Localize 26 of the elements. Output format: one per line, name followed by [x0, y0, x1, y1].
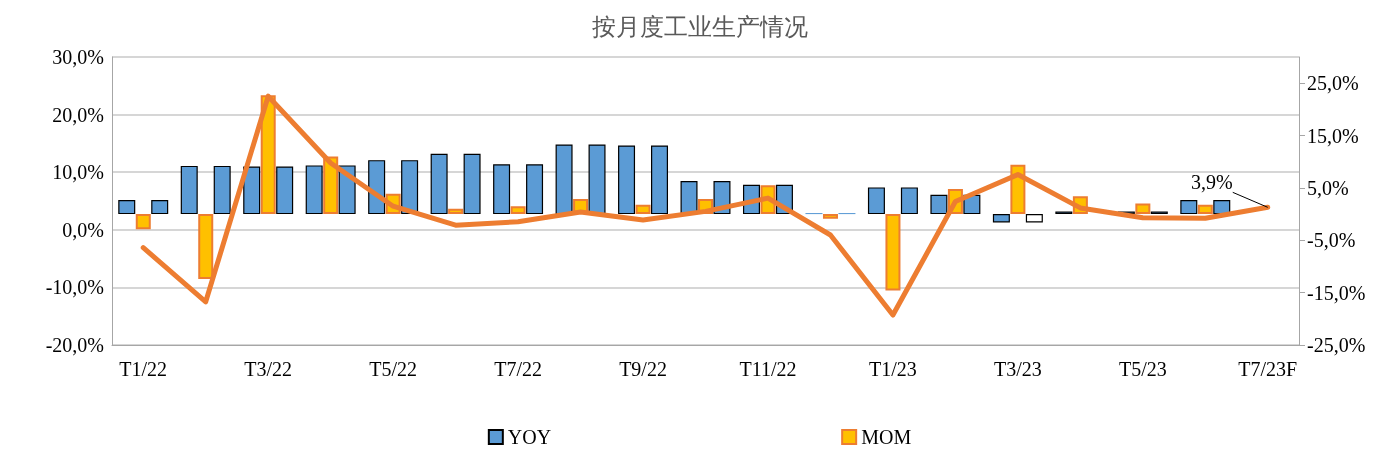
legend-label: YOY — [507, 426, 552, 448]
y-tick-label: -10,0% — [45, 276, 104, 299]
y2-tick-label: -5,0% — [1307, 229, 1356, 252]
data-label: 3,9% — [1191, 171, 1233, 194]
y-tick-label: 30,0% — [52, 46, 104, 68]
x-tick-label: T3/22 — [244, 358, 293, 380]
y-tick-label: 20,0% — [52, 103, 104, 126]
chart-title: 按月度工业生产情况 — [591, 14, 808, 40]
x-tick-label: T3/23 — [993, 358, 1042, 380]
x-tick-label: T11/22 — [739, 358, 797, 380]
x-tick-label: T9/22 — [619, 358, 667, 380]
x-tick-label: T5/23 — [1118, 358, 1167, 380]
y-tick-label: -20,0% — [45, 334, 104, 356]
y2-tick-label: 5,0% — [1307, 176, 1349, 199]
x-tick-label: T5/22 — [369, 358, 418, 380]
y2-tick-label: 15,0% — [1307, 124, 1359, 147]
x-tick-label: T7/23F — [1238, 358, 1298, 380]
y-tick-label: 10,0% — [52, 161, 104, 184]
y2-tick-label: 25,0% — [1307, 72, 1359, 95]
y2-tick-label: -15,0% — [1307, 281, 1366, 304]
x-tick-label: T1/23 — [869, 358, 917, 380]
y2-tick-label: -25,0% — [1307, 334, 1366, 356]
x-tick-label: T7/22 — [494, 358, 542, 380]
x-tick-label: T1/22 — [119, 358, 168, 380]
legend-label: MOM — [861, 426, 912, 448]
y-tick-label: 0,0% — [62, 218, 104, 241]
